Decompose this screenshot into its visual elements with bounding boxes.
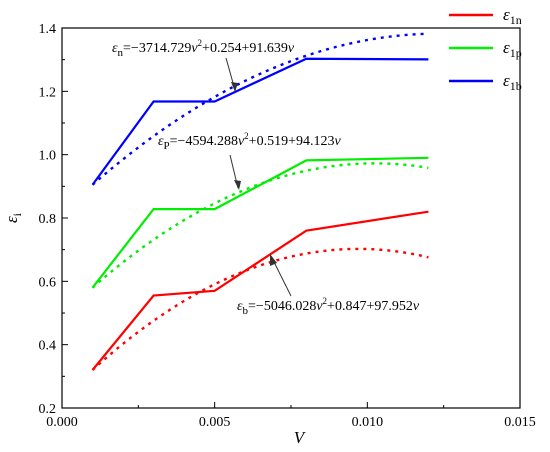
arrow-head-bottom [270, 254, 277, 266]
legend-label-e1b: ε1b [503, 71, 522, 93]
legend-e1n-sub: 1n [510, 13, 522, 27]
series-line-ε1n [91, 210, 429, 371]
legend-label-e1n: ε1n [503, 5, 522, 27]
legend-e1n-base: ε [503, 5, 510, 24]
legend-item-e1p: ε1p [449, 38, 522, 60]
x-tick-label: 0.010 [352, 415, 384, 430]
fit-annotations: εn=−3714.729v2+0.254+91.639v εP=−4594.28… [112, 38, 420, 317]
series-line-ε1p [91, 156, 429, 289]
eq-bot-part1: =−5046.028 [248, 299, 316, 314]
fit-equation-top: εn=−3714.729v2+0.254+91.639v [112, 38, 295, 59]
eq-mid-lhs-sub: P [164, 140, 170, 152]
fit-curve-ε1b [91, 32, 429, 186]
y-tick-label: 0.8 [39, 212, 57, 227]
plot-frame [61, 27, 521, 409]
fit-curve-ε1p [91, 162, 429, 289]
y-tick-label: 1.4 [39, 22, 57, 37]
y-tick-label: 0.2 [39, 402, 57, 417]
legend-e1b-base: ε [503, 71, 510, 90]
fit-equation-middle: εP=−4594.288v2+0.519+94.123v [158, 131, 341, 152]
eq-mid-part2: +0.519+94.123 [249, 134, 335, 149]
legend-item-e1b: ε1b [449, 71, 522, 93]
eq-top-sup: 2 [198, 38, 203, 48]
fit-curve-ε1n [91, 247, 429, 371]
plot-border [61, 27, 521, 409]
eq-top-var: v [191, 41, 198, 56]
eq-mid-var2: v [334, 134, 341, 149]
y-axis-title-base: ε [2, 216, 21, 223]
eq-top-lhs-sub: n [118, 47, 124, 59]
y-tick-label: 0.6 [39, 275, 57, 290]
eq-bot-lhs-sub: b [243, 305, 249, 317]
legend-e1p-base: ε [503, 38, 510, 57]
legend-e1p-sub: 1p [510, 46, 522, 60]
legend-label-e1p: ε1p [503, 38, 522, 60]
legend-e1b-sub: 1b [510, 79, 522, 93]
fit-equation-bottom: εb=−5046.028v2+0.847+97.952v [237, 296, 420, 317]
eq-mid-part1: =−4594.288 [170, 134, 238, 149]
y-tick-label: 0.4 [39, 339, 57, 354]
series-line-ε1b [91, 57, 429, 186]
eq-bot-var: v [316, 299, 323, 314]
annotation-arrows [225, 57, 292, 297]
legend-item-e1n: ε1n [449, 5, 522, 27]
eq-top-var2: v [288, 41, 295, 56]
legend: ε1n ε1p ε1b [449, 5, 522, 93]
y-axis-title: εi [2, 212, 24, 223]
eq-bot-var2: v [413, 299, 420, 314]
x-tick-label: 0.005 [199, 415, 231, 430]
eq-top-lhs: ε [112, 41, 118, 56]
x-tick-label: 0.000 [46, 415, 78, 430]
arrow-head-top [231, 82, 238, 92]
eq-top-part1: =−3714.729 [123, 41, 191, 56]
x-axis-title: V [294, 428, 307, 447]
axis-ticks [61, 27, 521, 409]
y-axis-title-sub: i [10, 212, 24, 216]
arrow-head-middle [234, 180, 241, 190]
fit-layer [91, 32, 429, 371]
eq-mid-sup: 2 [244, 131, 249, 141]
y-tick-label: 1.2 [39, 85, 57, 100]
tick-labels: 0.000 0.005 0.010 0.015 0.2 0.4 0.6 0.8 1.0 1.2 1.… [39, 22, 536, 430]
x-tick-label: 0.015 [504, 415, 536, 430]
eq-top-part2: +0.254+91.639 [202, 41, 288, 56]
eq-bot-part2: +0.847+97.952 [327, 299, 413, 314]
eq-bot-sup: 2 [323, 296, 328, 306]
eq-bot-lhs: ε [237, 299, 243, 314]
y-tick-label: 1.0 [39, 149, 57, 164]
eq-mid-var: v [238, 134, 245, 149]
eq-mid-lhs: ε [158, 134, 164, 149]
series-layer [91, 57, 429, 371]
